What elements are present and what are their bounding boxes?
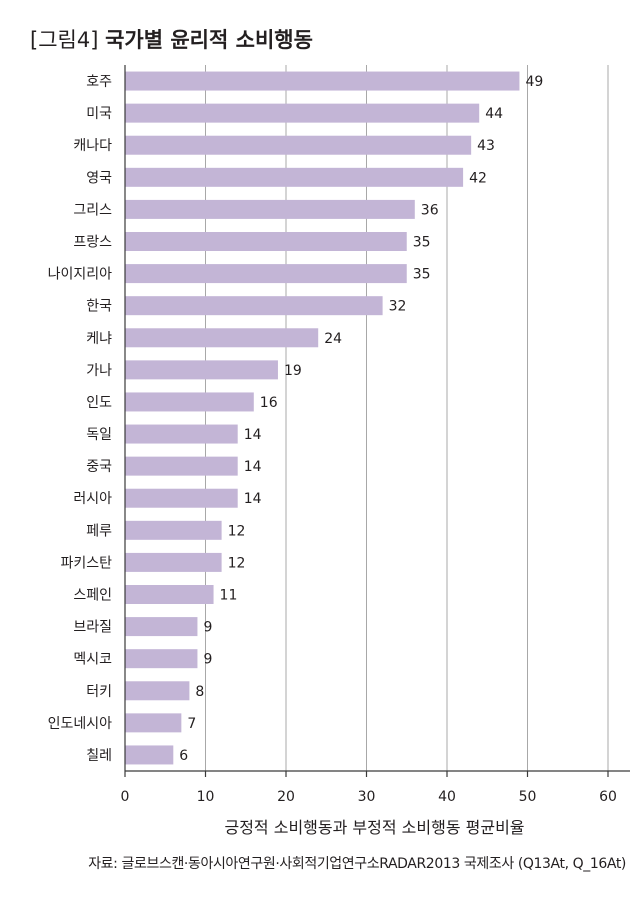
category-label: 스페인 (73, 588, 112, 604)
category-label: 칠레 (86, 748, 112, 764)
value-label: 43 (477, 138, 495, 154)
category-label: 한국 (86, 299, 112, 315)
bar (125, 360, 278, 380)
bar (125, 745, 174, 765)
figure-number: [그림4] (30, 28, 99, 52)
value-label: 36 (421, 202, 439, 218)
value-label: 9 (203, 620, 212, 636)
bar (125, 424, 238, 444)
value-label: 8 (195, 684, 204, 700)
value-label: 12 (228, 555, 246, 571)
category-label: 케냐 (86, 331, 112, 347)
value-label: 35 (413, 235, 431, 251)
x-tick-label: 0 (121, 789, 130, 805)
category-label: 독일 (86, 427, 112, 443)
category-label: 영국 (86, 170, 112, 186)
bar (125, 617, 198, 637)
category-label: 가나 (86, 363, 112, 379)
value-label: 6 (179, 748, 188, 764)
category-label: 그리스 (73, 202, 112, 218)
value-label: 9 (203, 652, 212, 668)
bar (125, 585, 214, 604)
bar-chart: 호주 49 미국 44 캐나다 43 영국 42 그리스 36 프랑스 35 나이지리아 35 한국 32 케냐… (48, 65, 630, 837)
bar (125, 392, 254, 412)
bar (125, 71, 520, 91)
category-label: 파키스탄 (60, 555, 112, 571)
chart-title: [그림4] 국가별 윤리적 소비행동 (30, 24, 313, 54)
category-label: 멕시코 (73, 652, 112, 668)
category-label: 나이지리아 (48, 267, 113, 283)
x-tick-label: 60 (599, 789, 617, 805)
value-label: 12 (228, 523, 246, 539)
bar (125, 296, 383, 316)
value-label: 7 (187, 716, 196, 732)
category-label: 브라질 (73, 620, 112, 636)
value-label: 24 (324, 331, 342, 347)
category-label: 캐나다 (73, 138, 112, 154)
category-label: 인도네시아 (48, 716, 113, 732)
bar (125, 232, 407, 251)
category-label: 프랑스 (73, 235, 112, 251)
value-label: 42 (469, 170, 487, 186)
bar (125, 167, 464, 187)
bar (125, 681, 190, 701)
figure-title: 국가별 윤리적 소비행동 (105, 28, 313, 52)
bar (125, 713, 182, 733)
value-label: 16 (260, 395, 278, 411)
bar (125, 135, 472, 155)
category-label: 중국 (86, 459, 112, 475)
value-label: 14 (244, 427, 262, 443)
category-label: 인도 (86, 395, 112, 411)
bar (125, 328, 319, 348)
value-label: 49 (525, 74, 543, 90)
x-tick-label: 50 (519, 789, 537, 805)
bar (125, 199, 415, 219)
bar (125, 520, 222, 540)
value-label: 35 (413, 267, 431, 283)
value-label: 14 (244, 459, 262, 475)
bar (125, 456, 238, 476)
value-label: 11 (220, 588, 238, 604)
bar (125, 103, 480, 123)
x-tick-label: 40 (438, 789, 456, 805)
source-note: 자료: 글로브스캔·동아시아연구원·사회적기업연구소RADAR2013 국제조사… (88, 856, 626, 872)
x-tick-label: 10 (197, 789, 215, 805)
value-label: 44 (485, 106, 503, 122)
category-label: 러시아 (73, 491, 112, 507)
value-label: 32 (389, 299, 407, 315)
value-label: 14 (244, 491, 262, 507)
x-axis-title: 긍정적 소비행동과 부정적 소비행동 평균비율 (224, 818, 524, 837)
bar (125, 649, 198, 669)
category-label: 미국 (86, 106, 112, 122)
bar (125, 552, 222, 572)
x-tick-label: 20 (277, 789, 295, 805)
x-tick-label: 30 (358, 789, 376, 805)
category-label: 터키 (86, 684, 112, 700)
bar (125, 488, 238, 508)
bar (125, 264, 407, 284)
category-label: 페루 (86, 523, 112, 539)
value-label: 19 (284, 363, 302, 379)
category-label: 호주 (86, 74, 112, 90)
